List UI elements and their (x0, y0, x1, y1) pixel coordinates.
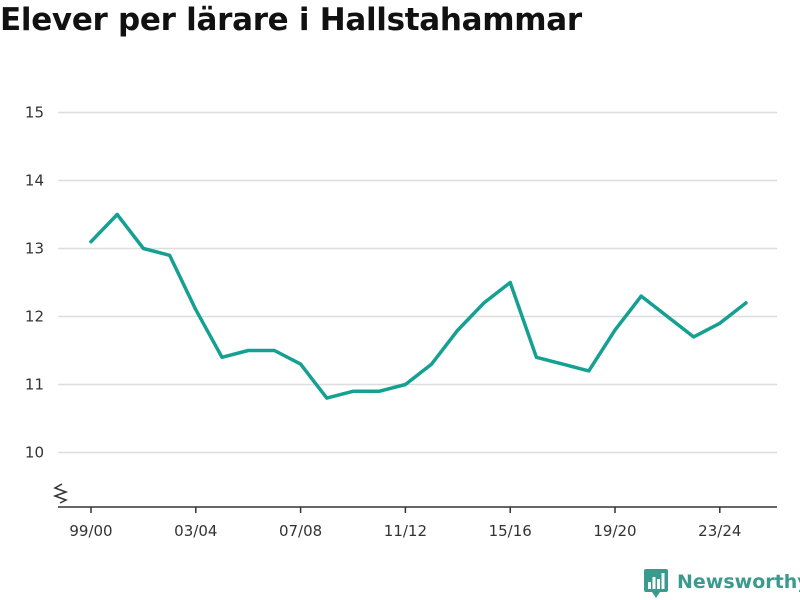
data-point (220, 355, 224, 359)
x-tick-label: 99/00 (69, 522, 112, 540)
axis-break-icon (52, 483, 69, 504)
data-point (430, 362, 434, 366)
bar-chart-chat-icon (644, 569, 668, 598)
brand-logo[interactable]: Newsworthy (643, 568, 800, 600)
x-tick-label: 19/20 (593, 522, 636, 540)
data-point (377, 389, 381, 393)
data-point (744, 301, 748, 305)
series-line (89, 212, 748, 400)
y-tick-label: 12 (25, 308, 44, 326)
data-point (692, 335, 696, 339)
data-point (665, 315, 669, 318)
data-point (115, 213, 119, 216)
y-tick-label: 14 (25, 172, 44, 190)
data-point (325, 396, 329, 400)
series-layer (89, 212, 748, 400)
data-point (89, 240, 93, 244)
data-point (639, 294, 643, 298)
data-point (482, 301, 486, 305)
y-tick-label: 15 (25, 104, 44, 122)
x-tick-label: 23/24 (698, 522, 741, 540)
data-point (534, 355, 538, 359)
y-tick-label: 11 (25, 376, 44, 394)
chart-title: Elever per lärare i Hallstahammar (0, 2, 582, 38)
data-point (718, 321, 722, 325)
data-point (272, 349, 276, 352)
brand-name: Newsworthy (677, 571, 800, 593)
data-point (613, 328, 617, 332)
data-point (456, 328, 460, 332)
grid-layer (58, 111, 777, 454)
data-point (246, 349, 250, 352)
y-tick-label: 10 (25, 444, 44, 462)
data-point (141, 247, 145, 250)
data-point (508, 281, 512, 284)
data-point (194, 308, 198, 312)
data-point (168, 253, 172, 257)
data-point (587, 369, 591, 373)
x-tick-label: 03/04 (174, 522, 217, 540)
y-axis: 10 11 12 13 14 15 (25, 104, 44, 462)
x-tick-label: 11/12 (384, 522, 427, 540)
x-tick-label: 15/16 (489, 522, 532, 540)
data-point (299, 362, 303, 366)
data-point (561, 362, 565, 366)
x-axis: 99/00 03/04 07/08 11/12 15/16 19/20 23/24 (52, 483, 777, 540)
data-point (403, 383, 407, 386)
y-tick-label: 13 (25, 240, 44, 258)
x-tick-label: 07/08 (279, 522, 322, 540)
data-point (351, 389, 355, 393)
